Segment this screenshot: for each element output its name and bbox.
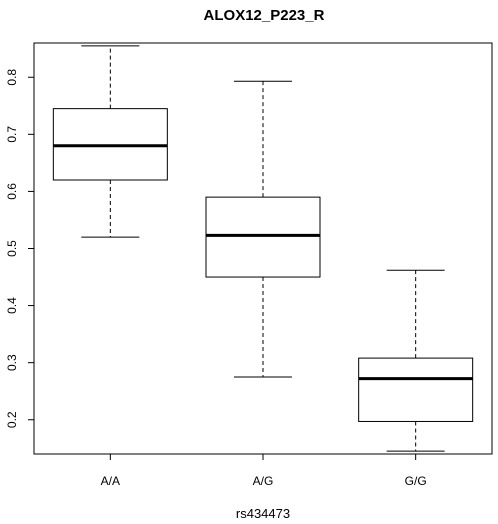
boxes-group: [52, 45, 474, 452]
iqr-box: [358, 357, 474, 422]
x-tick-label: G/G: [405, 474, 427, 488]
y-tick-label: 0.6: [5, 183, 19, 200]
x-tick-label: A/G: [253, 474, 274, 488]
x-tick-label: A/A: [101, 474, 120, 488]
box-a-g: [205, 80, 321, 378]
box-g-g: [358, 269, 474, 452]
y-tick-label: 0.3: [5, 354, 19, 371]
x-axis-label: rs434473: [236, 506, 290, 521]
iqr-box: [205, 196, 321, 278]
box-a-a: [52, 45, 168, 238]
y-tick-label: 0.8: [5, 69, 19, 86]
y-axis: 0.2 0.3 0.4 0.5 0.6 0.7 0.8: [5, 69, 34, 428]
y-tick-label: 0.4: [5, 297, 19, 314]
y-tick-label: 0.7: [5, 126, 19, 143]
y-tick-label: 0.5: [5, 240, 19, 257]
x-axis: A/A A/G G/G: [101, 454, 427, 488]
chart-title: ALOX12_P223_R: [204, 7, 325, 24]
y-tick-label: 0.2: [5, 411, 19, 428]
